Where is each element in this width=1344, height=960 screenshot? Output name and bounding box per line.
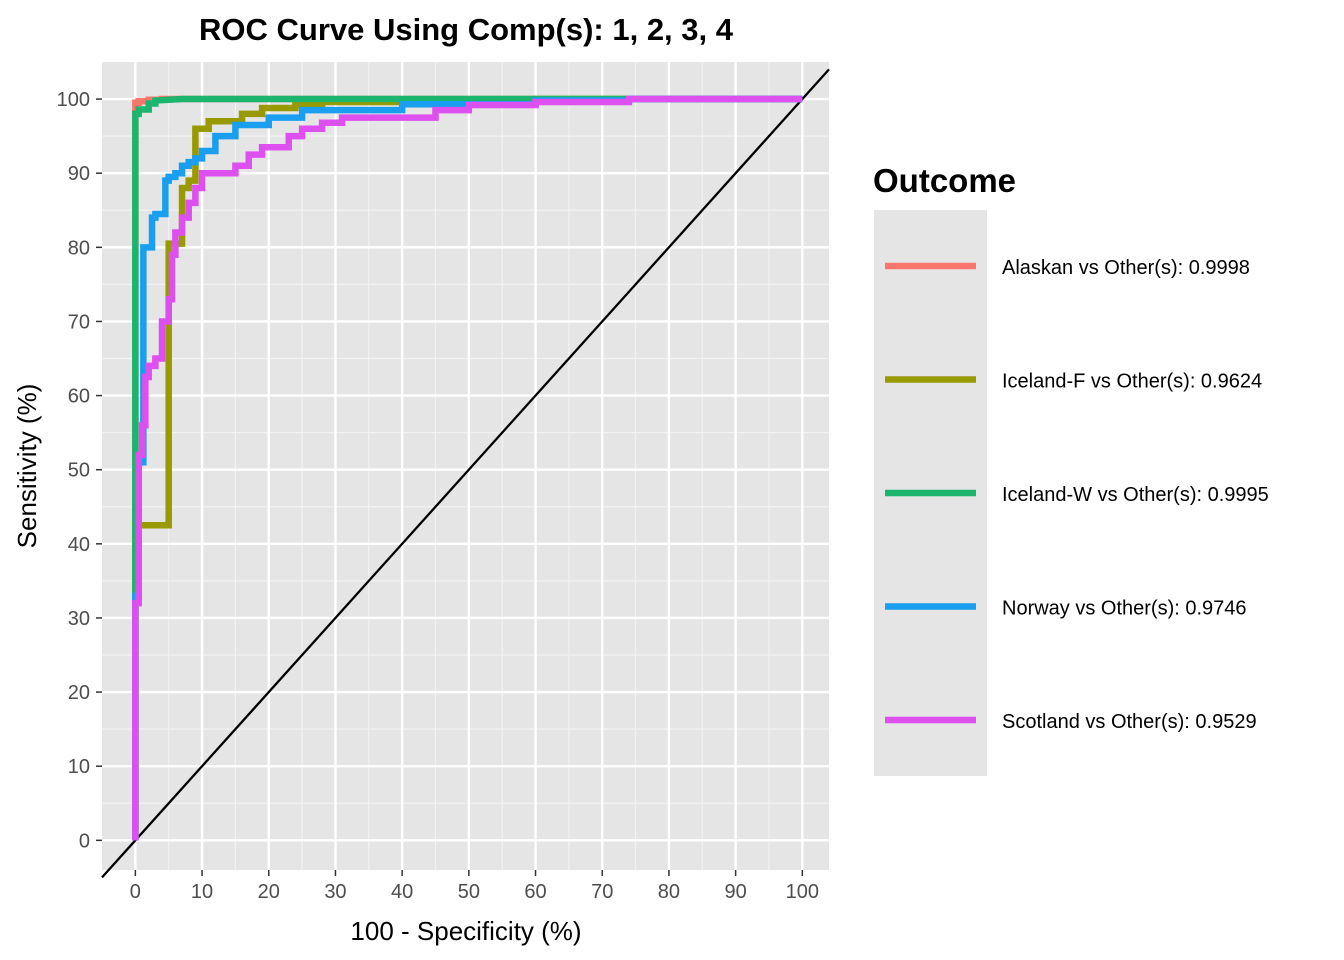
x-tick-label: 50 <box>458 881 480 903</box>
x-tick-label: 40 <box>391 881 413 903</box>
series-line-2 <box>132 95 803 841</box>
y-tick-label: 0 <box>79 830 90 852</box>
legend-label-4: Scotland vs Other(s): 0.9529 <box>1002 711 1257 733</box>
series-line-3 <box>132 95 803 841</box>
legend-label-2: Iceland-W vs Other(s): 0.9995 <box>1002 484 1269 506</box>
y-axis-ticks: 0 10 20 30 40 50 60 70 80 90 100 <box>57 89 102 852</box>
y-tick-label: 10 <box>68 756 90 778</box>
x-tick-label: 0 <box>130 881 141 903</box>
legend: Outcome Alaskan vs Other(s): 0.9998 Icela… <box>873 162 1269 776</box>
y-tick-label: 50 <box>68 460 90 482</box>
reference-diagonal <box>101 68 830 879</box>
x-tick-label: 10 <box>191 881 213 903</box>
x-tick-label: 60 <box>524 881 546 903</box>
y-axis-title: Sensitivity (%) <box>12 384 42 549</box>
x-tick-label: 20 <box>258 881 280 903</box>
chart-title: ROC Curve Using Comp(s): 1, 2, 3, 4 <box>199 12 734 47</box>
legend-title: Outcome <box>873 162 1016 199</box>
grid-minor <box>102 62 829 870</box>
y-tick-label: 90 <box>68 163 90 185</box>
x-tick-label: 30 <box>324 881 346 903</box>
legend-label-0: Alaskan vs Other(s): 0.9998 <box>1002 257 1250 279</box>
series-lines <box>132 95 803 841</box>
y-tick-label: 100 <box>57 89 90 111</box>
x-tick-label: 70 <box>591 881 613 903</box>
grid-major <box>102 62 829 870</box>
y-tick-label: 80 <box>68 237 90 259</box>
y-tick-label: 30 <box>68 608 90 630</box>
x-tick-label: 100 <box>786 881 819 903</box>
x-axis-title: 100 - Specificity (%) <box>350 916 581 946</box>
legend-items: Alaskan vs Other(s): 0.9998 Iceland-F vs … <box>885 257 1269 733</box>
y-tick-label: 60 <box>68 386 90 408</box>
reference-line <box>101 68 830 879</box>
legend-label-3: Norway vs Other(s): 0.9746 <box>1002 598 1247 620</box>
legend-label-1: Iceland-F vs Other(s): 0.9624 <box>1002 371 1262 393</box>
y-tick-label: 40 <box>68 534 90 556</box>
x-tick-label: 80 <box>658 881 680 903</box>
y-tick-label: 20 <box>68 682 90 704</box>
x-tick-label: 90 <box>724 881 746 903</box>
x-axis-ticks: 0 10 20 30 40 50 60 70 80 90 100 <box>130 870 819 903</box>
plot-panel <box>102 62 829 870</box>
series-line-4 <box>132 95 803 841</box>
y-tick-label: 70 <box>68 311 90 333</box>
